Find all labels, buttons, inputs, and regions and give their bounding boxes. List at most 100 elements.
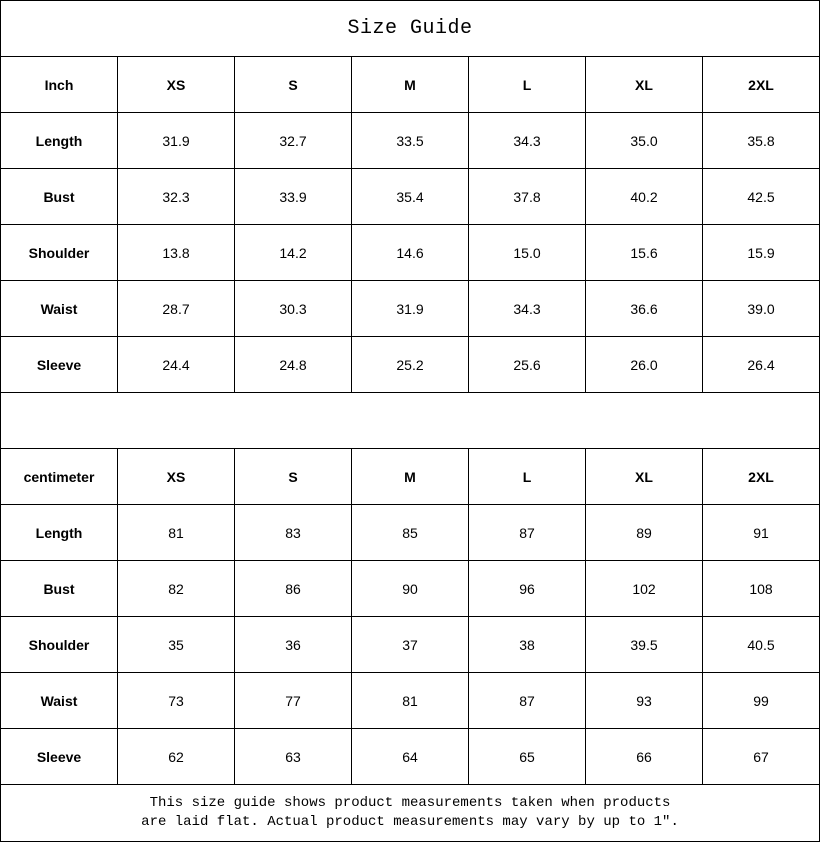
- measurement-cell: 99: [701, 672, 821, 729]
- measurement-cell: 85: [351, 504, 469, 561]
- measurement-cell: 35: [117, 616, 235, 673]
- table-row-waist: Waist 73 77 81 87 93 99: [0, 672, 821, 729]
- row-label: Sleeve: [0, 728, 118, 785]
- cm-table-header-row: centimeter XS S M L XL 2XL: [0, 448, 821, 505]
- size-header-2xl: 2XL: [701, 56, 821, 113]
- measurement-note: This size guide shows product measuremen…: [0, 784, 821, 842]
- table-row-sleeve: Sleeve 24.4 24.8 25.2 25.6 26.0 26.4: [0, 336, 821, 393]
- measurement-cell: 32.7: [234, 112, 352, 169]
- measurement-cell: 65: [468, 728, 586, 785]
- measurement-cell: 77: [234, 672, 352, 729]
- note-row: This size guide shows product measuremen…: [0, 784, 821, 842]
- row-label: Waist: [0, 672, 118, 729]
- table-row-waist: Waist 28.7 30.3 31.9 34.3 36.6 39.0: [0, 280, 821, 337]
- measurement-cell: 14.2: [234, 224, 352, 281]
- measurement-cell: 36.6: [585, 280, 703, 337]
- measurement-cell: 40.5: [701, 616, 821, 673]
- table-row-length: Length 81 83 85 87 89 91: [0, 504, 821, 561]
- row-label: Bust: [0, 168, 118, 225]
- size-header-xs: XS: [117, 56, 235, 113]
- measurement-cell: 102: [585, 560, 703, 617]
- measurement-cell: 24.8: [234, 336, 352, 393]
- measurement-cell: 73: [117, 672, 235, 729]
- row-label: Length: [0, 112, 118, 169]
- measurement-cell: 35.0: [585, 112, 703, 169]
- measurement-cell: 108: [701, 560, 821, 617]
- size-header-l: L: [468, 56, 586, 113]
- size-header-s: S: [234, 448, 352, 505]
- table-row-shoulder: Shoulder 13.8 14.2 14.6 15.0 15.6 15.9: [0, 224, 821, 281]
- row-label: Sleeve: [0, 336, 118, 393]
- measurement-cell: 15.0: [468, 224, 586, 281]
- measurement-cell: 35.8: [701, 112, 821, 169]
- measurement-cell: 13.8: [117, 224, 235, 281]
- measurement-cell: 87: [468, 672, 586, 729]
- spacer-cell: [0, 392, 821, 449]
- measurement-cell: 40.2: [585, 168, 703, 225]
- measurement-cell: 39.5: [585, 616, 703, 673]
- table-row-bust: Bust 32.3 33.9 35.4 37.8 40.2 42.5: [0, 168, 821, 225]
- row-label: Bust: [0, 560, 118, 617]
- table-row-bust: Bust 82 86 90 96 102 108: [0, 560, 821, 617]
- measurement-cell: 15.6: [585, 224, 703, 281]
- unit-label: Inch: [0, 56, 118, 113]
- measurement-cell: 34.3: [468, 280, 586, 337]
- row-label: Waist: [0, 280, 118, 337]
- measurement-cell: 32.3: [117, 168, 235, 225]
- measurement-cell: 33.9: [234, 168, 352, 225]
- table-row-sleeve: Sleeve 62 63 64 65 66 67: [0, 728, 821, 785]
- measurement-cell: 64: [351, 728, 469, 785]
- spacer-row: [0, 392, 821, 449]
- size-header-xl: XL: [585, 56, 703, 113]
- measurement-cell: 30.3: [234, 280, 352, 337]
- measurement-cell: 83: [234, 504, 352, 561]
- measurement-cell: 26.4: [701, 336, 821, 393]
- row-label: Length: [0, 504, 118, 561]
- row-label: Shoulder: [0, 224, 118, 281]
- measurement-cell: 66: [585, 728, 703, 785]
- measurement-cell: 63: [234, 728, 352, 785]
- measurement-cell: 14.6: [351, 224, 469, 281]
- inch-table-header-row: Inch XS S M L XL 2XL: [0, 56, 821, 113]
- size-header-2xl: 2XL: [701, 448, 821, 505]
- measurement-cell: 86: [234, 560, 352, 617]
- measurement-cell: 24.4: [117, 336, 235, 393]
- measurement-cell: 31.9: [351, 280, 469, 337]
- measurement-cell: 91: [701, 504, 821, 561]
- measurement-cell: 82: [117, 560, 235, 617]
- measurement-cell: 37: [351, 616, 469, 673]
- measurement-cell: 35.4: [351, 168, 469, 225]
- size-header-m: M: [351, 56, 469, 113]
- note-line-1: This size guide shows product measuremen…: [149, 795, 671, 811]
- size-header-l: L: [468, 448, 586, 505]
- table-row-shoulder: Shoulder 35 36 37 38 39.5 40.5: [0, 616, 821, 673]
- measurement-cell: 89: [585, 504, 703, 561]
- measurement-cell: 90: [351, 560, 469, 617]
- measurement-cell: 31.9: [117, 112, 235, 169]
- measurement-cell: 25.6: [468, 336, 586, 393]
- measurement-cell: 36: [234, 616, 352, 673]
- measurement-cell: 81: [351, 672, 469, 729]
- measurement-cell: 42.5: [701, 168, 821, 225]
- measurement-cell: 67: [701, 728, 821, 785]
- table-row-length: Length 31.9 32.7 33.5 34.3 35.0 35.8: [0, 112, 821, 169]
- measurement-cell: 28.7: [117, 280, 235, 337]
- measurement-cell: 87: [468, 504, 586, 561]
- measurement-cell: 26.0: [585, 336, 703, 393]
- title-row: Size Guide: [0, 0, 821, 57]
- size-header-xs: XS: [117, 448, 235, 505]
- size-header-xl: XL: [585, 448, 703, 505]
- measurement-cell: 81: [117, 504, 235, 561]
- measurement-cell: 15.9: [701, 224, 821, 281]
- measurement-cell: 38: [468, 616, 586, 673]
- measurement-cell: 39.0: [701, 280, 821, 337]
- unit-label: centimeter: [0, 448, 118, 505]
- measurement-cell: 93: [585, 672, 703, 729]
- page-title: Size Guide: [0, 0, 821, 57]
- size-header-m: M: [351, 448, 469, 505]
- measurement-cell: 96: [468, 560, 586, 617]
- row-label: Shoulder: [0, 616, 118, 673]
- measurement-cell: 25.2: [351, 336, 469, 393]
- measurement-cell: 62: [117, 728, 235, 785]
